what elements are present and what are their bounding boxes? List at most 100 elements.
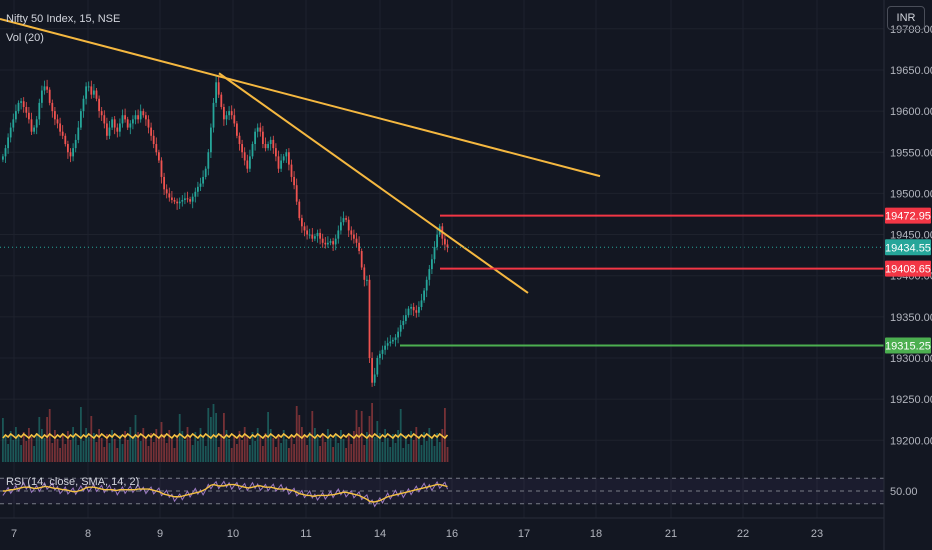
- volume-bar: [386, 438, 389, 462]
- candle-body: [262, 131, 264, 145]
- candle-body: [158, 152, 160, 161]
- candle-body: [145, 115, 147, 120]
- trendline: [218, 72, 529, 294]
- candle-body: [181, 199, 184, 202]
- volume-bar: [376, 421, 379, 462]
- candle-body: [59, 123, 61, 132]
- volume-bar: [264, 433, 267, 462]
- candle-body: [186, 198, 189, 200]
- candle-body: [241, 144, 243, 153]
- candle-body: [129, 123, 132, 128]
- volume-bar: [236, 444, 238, 462]
- candle-body: [30, 119, 33, 132]
- rsi-indicator-title[interactable]: RSI (14, close, SMA, 14, 2): [6, 476, 139, 488]
- candle-body: [355, 238, 358, 243]
- candle-body: [280, 160, 282, 169]
- volume-bar: [12, 440, 15, 462]
- volume-bar: [28, 428, 30, 462]
- volume-bar: [150, 433, 152, 462]
- price-tag: [885, 337, 931, 354]
- candle-body: [191, 196, 194, 202]
- volume-bar: [225, 430, 228, 462]
- volume-bar: [238, 431, 241, 462]
- volume-bar: [139, 441, 142, 462]
- time-tick-label: 11: [300, 528, 311, 540]
- candle-body: [256, 127, 259, 132]
- candle-body: [163, 176, 165, 190]
- volume-bar: [410, 431, 412, 462]
- candle-body: [100, 111, 103, 116]
- volume-bar: [93, 433, 95, 462]
- volume-bar: [137, 432, 139, 462]
- volume-indicator-title[interactable]: Vol (20): [6, 32, 44, 44]
- volume-bar: [319, 446, 321, 462]
- time-tick-label: 18: [590, 528, 602, 540]
- volume-bar: [277, 434, 280, 462]
- drawing-lines[interactable]: [0, 17, 884, 347]
- price-tag-label: 19408.65: [885, 264, 931, 276]
- candle-body: [82, 98, 85, 112]
- candle-body: [41, 90, 43, 103]
- candle-body: [43, 86, 46, 91]
- volume-bar: [324, 442, 327, 462]
- candle-body: [342, 218, 345, 223]
- time-tick-label: 17: [518, 528, 530, 540]
- volume-bar: [220, 434, 223, 462]
- candle-body: [272, 139, 275, 149]
- candle-body: [394, 337, 397, 340]
- volume-bar: [9, 431, 12, 462]
- volume-bar: [69, 440, 72, 462]
- volume-bar: [20, 445, 22, 462]
- candle-body: [228, 111, 230, 116]
- volume-bar: [412, 440, 415, 462]
- candle-body: [399, 325, 402, 332]
- volume-bar: [389, 447, 392, 462]
- price-tags: 19472.95 19434.55 19408.65 19315.25: [885, 207, 931, 354]
- price-tag-label: 19434.55: [885, 242, 931, 254]
- candle-body: [202, 176, 204, 184]
- candle-body: [137, 115, 139, 120]
- volume-bar: [22, 432, 25, 462]
- currency-button[interactable]: INR: [887, 6, 925, 30]
- candle-body: [210, 127, 212, 153]
- candle-body: [212, 102, 215, 128]
- volume-bar: [54, 430, 56, 462]
- candle-body: [103, 115, 106, 124]
- candle-body: [295, 185, 298, 202]
- candle-body: [4, 148, 7, 157]
- candle-body: [246, 160, 249, 169]
- candle-body: [2, 156, 4, 160]
- time-axis[interactable]: 7 8 9 10 11 14 16 17 18 21 22 23: [11, 528, 823, 540]
- candle-body: [360, 251, 363, 268]
- candle-body: [425, 279, 428, 291]
- candle-body: [329, 241, 332, 243]
- volume-bar: [171, 439, 173, 462]
- candle-body: [347, 219, 350, 231]
- grid-lines: [0, 0, 884, 518]
- candle-body: [147, 119, 150, 128]
- volume-bar: [186, 427, 189, 462]
- candle-body: [155, 144, 158, 153]
- time-tick-label: 22: [737, 528, 749, 540]
- candle-body: [12, 119, 15, 128]
- volume-bar: [173, 448, 176, 462]
- volume-bar: [381, 442, 384, 462]
- volume-bar: [113, 439, 116, 462]
- price-tag: [885, 260, 931, 277]
- volume-bar: [15, 427, 17, 462]
- price-tick-label: 19350.00: [890, 312, 932, 324]
- candle-body: [373, 374, 376, 383]
- candle-body: [51, 102, 54, 112]
- volume-bar: [181, 431, 184, 462]
- candle-body: [282, 156, 285, 161]
- volume-bar: [249, 445, 251, 462]
- candle-body: [251, 144, 254, 157]
- volume-bar: [358, 427, 360, 462]
- candle-body: [319, 232, 321, 239]
- candle-body: [67, 144, 69, 153]
- volume-bar: [210, 417, 212, 462]
- volume-bar: [142, 428, 145, 462]
- symbol-title[interactable]: Nifty 50 Index, 15, NSE: [6, 13, 120, 25]
- volume-bar: [184, 440, 186, 462]
